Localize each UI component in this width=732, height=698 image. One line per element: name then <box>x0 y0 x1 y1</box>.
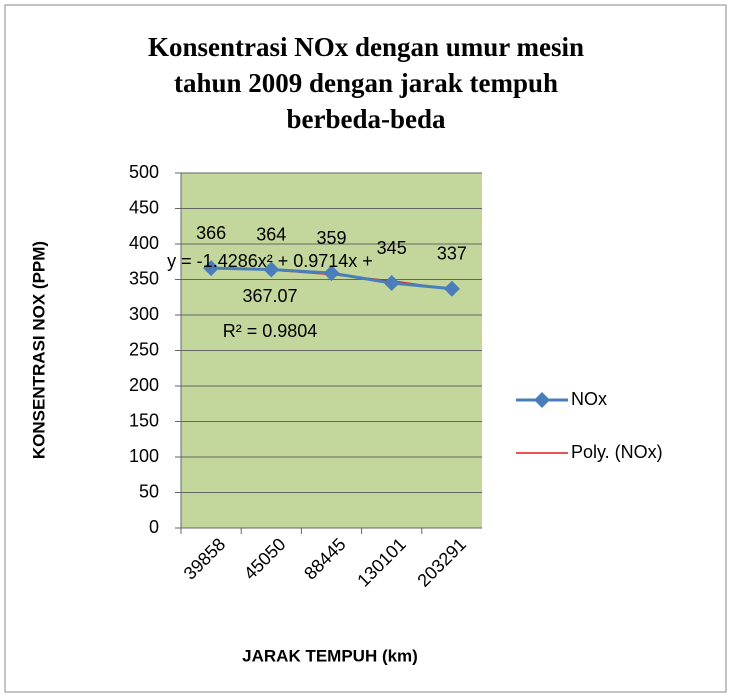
chart-title: tahun 2009 dengan jarak tempuh <box>174 68 558 98</box>
marker <box>323 265 340 282</box>
data-label: 345 <box>377 238 407 258</box>
y-tick-label: 200 <box>129 375 159 395</box>
y-tick-label: 350 <box>129 268 159 288</box>
y-axis-title: KONSENTRASI NOX (PPM) <box>29 241 48 459</box>
trendline-equation: 367.07 <box>242 286 297 306</box>
y-tick-label: 500 <box>129 162 159 182</box>
y-tick-label: 150 <box>129 410 159 430</box>
y-tick-label: 250 <box>129 339 159 359</box>
y-tick-label: 400 <box>129 233 159 253</box>
legend-marker <box>534 392 550 408</box>
marker <box>383 275 400 292</box>
marker <box>263 261 280 278</box>
data-label: 364 <box>256 224 286 244</box>
y-tick-label: 100 <box>129 446 159 466</box>
marker <box>203 260 220 277</box>
chart-title: Konsentrasi NOx dengan umur mesin <box>148 32 584 62</box>
y-tick-label: 300 <box>129 304 159 324</box>
x-axis-title: JARAK TEMPUH (km) <box>242 646 418 665</box>
marker <box>443 280 460 297</box>
trendline-equation: R² = 0.9804 <box>223 321 318 341</box>
y-tick-label: 450 <box>129 197 159 217</box>
y-tick-label: 50 <box>139 481 159 501</box>
legend-label: NOx <box>571 389 607 409</box>
trendline-equation: y = -1.4286x² + 0.9714x + <box>167 251 373 271</box>
chart-title: berbeda-beda <box>286 104 446 134</box>
data-label: 359 <box>316 228 346 248</box>
y-tick-label: 0 <box>149 517 159 537</box>
data-label: 337 <box>437 243 467 263</box>
legend-label: Poly. (NOx) <box>571 442 663 462</box>
data-label: 366 <box>196 223 226 243</box>
